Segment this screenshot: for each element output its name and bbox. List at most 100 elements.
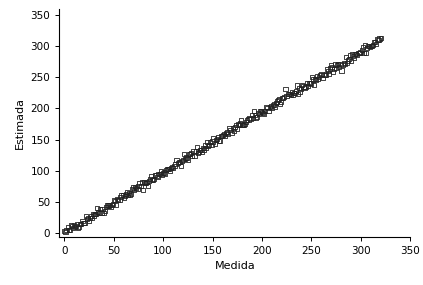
Point xyxy=(192,149,199,153)
Point xyxy=(156,172,163,176)
Point xyxy=(62,230,69,234)
Point xyxy=(198,150,205,154)
Point xyxy=(204,140,211,144)
Point xyxy=(209,139,216,144)
Point xyxy=(360,50,367,55)
Point xyxy=(143,181,149,186)
Point xyxy=(113,202,120,207)
Point xyxy=(229,126,236,131)
Point xyxy=(91,213,97,218)
Point xyxy=(114,197,121,202)
Point xyxy=(179,158,185,163)
Point xyxy=(270,102,277,107)
Point xyxy=(128,192,135,197)
Point xyxy=(277,101,283,106)
Point xyxy=(215,139,222,143)
Point xyxy=(315,77,321,82)
Point xyxy=(65,228,72,233)
Point xyxy=(247,117,254,121)
Point xyxy=(115,198,122,203)
Point xyxy=(275,97,281,102)
Point xyxy=(266,105,273,109)
Point xyxy=(162,168,169,172)
Point xyxy=(346,53,353,57)
Point xyxy=(284,91,291,96)
Point xyxy=(346,56,352,61)
Point xyxy=(233,127,240,131)
Point xyxy=(241,122,247,127)
Point xyxy=(75,226,82,230)
Point xyxy=(107,205,114,209)
Point xyxy=(208,143,215,148)
Point xyxy=(63,227,70,232)
Point xyxy=(261,111,268,116)
Point xyxy=(126,191,132,196)
Point xyxy=(253,115,260,120)
Point xyxy=(291,91,298,95)
Point xyxy=(202,143,209,148)
Point xyxy=(317,73,324,78)
Point xyxy=(181,152,187,156)
Point xyxy=(206,142,213,147)
Point xyxy=(318,72,325,76)
Point xyxy=(174,161,181,165)
Point xyxy=(149,178,156,182)
Point xyxy=(169,165,176,170)
Point xyxy=(124,192,131,197)
Point xyxy=(343,61,350,66)
Point xyxy=(190,148,197,153)
Point xyxy=(181,157,188,162)
Point xyxy=(306,80,313,85)
Point xyxy=(228,131,235,135)
Point xyxy=(172,162,179,166)
Point xyxy=(183,155,190,160)
Point xyxy=(78,222,85,227)
Point xyxy=(281,95,288,99)
Point xyxy=(98,210,105,215)
Point xyxy=(312,77,319,82)
Point xyxy=(120,196,127,200)
Point xyxy=(191,154,198,158)
Point xyxy=(189,154,196,158)
Point xyxy=(278,100,285,105)
Point xyxy=(135,184,142,189)
Point xyxy=(299,83,306,87)
Point xyxy=(354,53,361,57)
Point xyxy=(250,109,257,113)
Point xyxy=(217,138,223,143)
Point xyxy=(274,99,280,104)
Point xyxy=(329,65,335,69)
Point xyxy=(302,85,309,89)
Point xyxy=(207,139,214,144)
Point xyxy=(375,38,382,42)
Point xyxy=(184,155,190,160)
Point xyxy=(285,91,292,96)
Point xyxy=(376,36,383,41)
Point xyxy=(303,81,310,86)
Point xyxy=(116,198,123,203)
Point xyxy=(251,113,258,117)
Point xyxy=(234,122,241,127)
Point xyxy=(136,181,143,186)
Point xyxy=(79,218,86,223)
Point xyxy=(280,95,287,100)
Point xyxy=(100,210,107,215)
Point xyxy=(130,185,137,190)
Point xyxy=(188,151,195,156)
Point xyxy=(332,62,338,67)
Point xyxy=(230,129,237,134)
Point xyxy=(146,179,152,184)
Point xyxy=(134,187,141,192)
Point xyxy=(225,132,232,136)
Point xyxy=(339,63,346,67)
Point xyxy=(255,112,262,117)
Point xyxy=(166,167,173,171)
Point xyxy=(224,130,231,135)
Point xyxy=(151,176,158,181)
Point xyxy=(320,73,327,78)
Point xyxy=(221,132,228,137)
Point xyxy=(267,103,274,108)
Point xyxy=(358,48,365,52)
Point xyxy=(242,122,249,126)
Point xyxy=(148,174,154,178)
